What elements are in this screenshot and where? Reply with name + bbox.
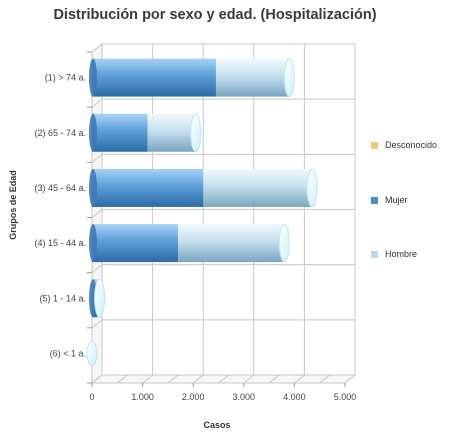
- bar-hombre: [203, 168, 313, 207]
- legend-swatch-desconocido: [371, 142, 378, 149]
- legend-swatch-hombre: [371, 251, 378, 258]
- bar-base-cap: [89, 113, 97, 152]
- bar-base-cap: [89, 224, 97, 263]
- y-tick-label: (5) 1 - 14 a.: [39, 293, 86, 303]
- bar-hombre: [147, 113, 196, 152]
- x-tick-label: 4.000: [283, 392, 306, 402]
- x-tick-label: 1.000: [131, 392, 154, 402]
- bar-mujer: [92, 58, 216, 97]
- bar-end-cap: [190, 113, 202, 153]
- chart-title: Distribución por sexo y edad. (Hospitali…: [53, 7, 377, 23]
- bar-end-cap: [86, 340, 98, 366]
- x-tick-label: 0: [89, 392, 94, 402]
- bar-end-cap: [283, 58, 295, 98]
- x-axis-title: Casos: [203, 420, 230, 430]
- x-tick-label: 5.000: [334, 392, 357, 402]
- bar-mujer: [92, 113, 148, 152]
- bar-hombre: [215, 58, 290, 97]
- x-tick-label: 3.000: [233, 392, 256, 402]
- legend-label-mujer: Mujer: [385, 195, 408, 205]
- bar-end-cap: [278, 223, 290, 263]
- y-axis-title: Grupos de Edad: [8, 170, 18, 240]
- bar-mujer: [92, 168, 204, 207]
- legend-swatch-mujer: [371, 197, 378, 204]
- bar-mujer: [92, 224, 179, 263]
- bar-hombre: [178, 224, 285, 263]
- bar-base-cap: [89, 58, 97, 97]
- bar-base-cap: [89, 168, 97, 207]
- legend-label-desconocido: Desconocido: [385, 140, 437, 150]
- y-tick-label: (6) < 1 a.: [50, 348, 86, 358]
- bar-end-cap: [94, 278, 106, 318]
- y-tick-label: (4) 15 - 44 a.: [34, 238, 86, 248]
- y-tick-label: (2) 65 - 74 a.: [34, 128, 86, 138]
- legend-label-hombre: Hombre: [385, 249, 417, 259]
- y-tick-label: (1) > 74 a.: [45, 73, 86, 83]
- x-tick-label: 2.000: [182, 392, 205, 402]
- y-tick-label: (3) 45 - 64 a.: [34, 183, 86, 193]
- bar-end-cap: [306, 168, 318, 208]
